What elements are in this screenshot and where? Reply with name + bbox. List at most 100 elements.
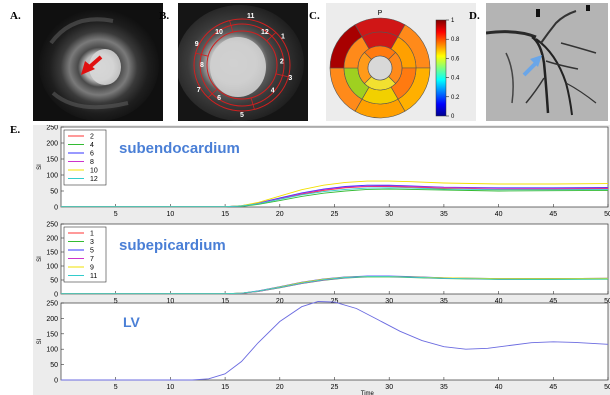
series-line	[61, 301, 609, 381]
y-tick-label: 200	[46, 316, 58, 323]
y-tick-label: 100	[46, 347, 58, 354]
plot-area	[60, 302, 609, 381]
y-tick-label: 150	[46, 157, 58, 164]
x-tick-label: 25	[331, 298, 339, 305]
plot-area	[60, 223, 609, 295]
colorbar-tick-label: 0.4	[451, 76, 460, 82]
legend-entry: 3	[90, 239, 94, 246]
y-tick-label: 250	[46, 222, 58, 229]
x-tick-label: 30	[385, 384, 393, 391]
x-tick-label: 20	[276, 384, 284, 391]
legend-entry: 2	[90, 134, 94, 141]
x-tick-label: 45	[549, 211, 557, 218]
panel-c-bullseye-map: P 1 0.8 0.6 0.4 0.2 0	[326, 3, 476, 121]
x-tick-label: 20	[276, 211, 284, 218]
bullseye-apex	[367, 55, 393, 81]
colorbar-tick-label: 0.2	[451, 95, 460, 101]
colorbar: 1 0.8 0.6 0.4 0.2 0	[435, 18, 460, 120]
y-tick-label: 50	[50, 278, 58, 285]
legend-entry: 1	[90, 231, 94, 238]
panel-label-e: E.	[10, 124, 21, 136]
x-tick-label: 50	[604, 211, 610, 218]
segment-boundary	[275, 73, 289, 78]
series-line	[61, 276, 609, 295]
red-arrow-icon	[81, 55, 103, 75]
x-tick-label: 40	[495, 384, 503, 391]
legend-entry: 8	[90, 159, 94, 166]
x-tick-label: 40	[495, 298, 503, 305]
legend-entry: 10	[90, 168, 98, 175]
segment-label: 9	[195, 41, 199, 48]
bullseye-title: P	[378, 10, 383, 17]
x-tick-label: 40	[495, 211, 503, 218]
legend-entry: 9	[90, 265, 94, 272]
y-tick-label: 150	[46, 250, 58, 257]
y-tick-label: 0	[54, 205, 58, 212]
segment-boundary	[229, 20, 234, 33]
panel-d-angiogram	[486, 3, 608, 121]
y-tick-label: 100	[46, 264, 58, 271]
x-axis-label: Time	[361, 391, 375, 395]
segment-label: 7	[197, 87, 201, 94]
panel-label-b: B.	[159, 10, 170, 22]
x-tick-label: 50	[604, 384, 610, 391]
x-tick-label: 35	[440, 384, 448, 391]
x-tick-label: 5	[114, 211, 118, 218]
series-line	[61, 187, 609, 208]
colorbar-tick-label: 0.8	[451, 37, 460, 43]
segment-label: 11	[247, 13, 255, 20]
y-tick-label: 200	[46, 141, 58, 148]
bullseye-plot	[329, 17, 431, 119]
x-tick-label: 10	[167, 298, 175, 305]
segment-boundary	[195, 52, 209, 57]
colorbar-tick-label: 1	[451, 18, 455, 24]
segment-label: 5	[240, 112, 244, 119]
y-tick-label: 0	[54, 378, 58, 385]
x-tick-label: 5	[114, 298, 118, 305]
x-tick-label: 15	[221, 211, 229, 218]
y-axis-label: SI	[37, 164, 43, 170]
legend-entry: 5	[90, 248, 94, 255]
y-tick-label: 50	[50, 362, 58, 369]
segment-boundary	[207, 88, 218, 98]
x-tick-label: 10	[167, 211, 175, 218]
legend-box	[63, 226, 107, 283]
legend: 13 57 911	[63, 226, 107, 283]
legend-entry: 12	[90, 176, 98, 183]
x-tick-label: 45	[549, 298, 557, 305]
y-tick-label: 250	[46, 301, 58, 308]
segment-boundary	[250, 97, 255, 110]
legend-box	[63, 129, 107, 186]
y-tick-label: 150	[46, 331, 58, 338]
line-chart-3: 0 50 100 150 200 250 5 10 15 20 25 30 35 40 45 50 SI Time…	[37, 301, 610, 395]
blue-arrow-icon	[522, 55, 542, 77]
x-tick-label: 15	[221, 384, 229, 391]
y-axis-label: SI	[37, 256, 43, 262]
x-tick-label: 45	[549, 384, 557, 391]
series-line	[61, 188, 609, 208]
x-tick-label: 30	[385, 298, 393, 305]
panel-label-a: A.	[10, 10, 21, 22]
x-tick-label: 35	[440, 298, 448, 305]
panel-label-d: D.	[469, 10, 480, 22]
x-tick-label: 20	[276, 298, 284, 305]
segment-label: 6	[217, 95, 221, 102]
legend-entry: 7	[90, 256, 94, 263]
plot-area	[60, 126, 609, 208]
legend-entry: 6	[90, 151, 94, 158]
x-tick-label: 15	[221, 298, 229, 305]
y-tick-label: 250	[46, 125, 58, 132]
x-tick-label: 35	[440, 211, 448, 218]
plot-title: subendocardium	[119, 140, 240, 157]
plot-title: subepicardium	[119, 237, 226, 254]
segment-label: 8	[200, 62, 204, 69]
plot-title: LV	[123, 314, 141, 330]
segment-label: 4	[271, 88, 275, 95]
y-tick-label: 100	[46, 173, 58, 180]
y-tick-label: 50	[50, 189, 58, 196]
legend-entry: 4	[90, 142, 94, 149]
